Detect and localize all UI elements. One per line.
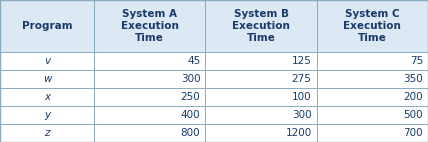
Text: v: v <box>44 56 50 66</box>
Bar <box>205 106 317 124</box>
Bar <box>94 52 205 70</box>
Text: 300: 300 <box>181 74 200 84</box>
Bar <box>317 52 428 70</box>
Bar <box>205 124 317 142</box>
Text: System B
Execution
Time: System B Execution Time <box>232 9 290 42</box>
Text: 500: 500 <box>403 110 423 120</box>
Text: z: z <box>45 128 50 138</box>
Text: 800: 800 <box>181 128 200 138</box>
Text: 700: 700 <box>403 128 423 138</box>
Text: y: y <box>44 110 50 120</box>
Text: 45: 45 <box>187 56 200 66</box>
Bar <box>0 0 94 52</box>
Bar <box>94 0 205 52</box>
Text: 125: 125 <box>292 56 312 66</box>
Bar <box>205 0 317 52</box>
Bar <box>317 70 428 88</box>
Text: 75: 75 <box>410 56 423 66</box>
Bar <box>0 88 94 106</box>
Bar <box>317 106 428 124</box>
Bar <box>0 70 94 88</box>
Text: w: w <box>43 74 51 84</box>
Bar <box>205 88 317 106</box>
Bar <box>0 52 94 70</box>
Bar <box>94 124 205 142</box>
Bar <box>0 106 94 124</box>
Bar <box>94 88 205 106</box>
Bar <box>205 70 317 88</box>
Text: 250: 250 <box>181 92 200 102</box>
Bar <box>317 0 428 52</box>
Text: System C
Execution
Time: System C Execution Time <box>343 9 401 42</box>
Bar <box>205 52 317 70</box>
Bar <box>94 106 205 124</box>
Text: System A
Execution
Time: System A Execution Time <box>121 9 179 42</box>
Text: 300: 300 <box>292 110 312 120</box>
Bar <box>0 124 94 142</box>
Bar <box>317 124 428 142</box>
Text: 400: 400 <box>181 110 200 120</box>
Text: 100: 100 <box>292 92 312 102</box>
Bar <box>317 88 428 106</box>
Text: 200: 200 <box>403 92 423 102</box>
Text: Program: Program <box>22 21 72 31</box>
Bar <box>94 70 205 88</box>
Text: 275: 275 <box>292 74 312 84</box>
Text: x: x <box>44 92 50 102</box>
Text: 1200: 1200 <box>285 128 312 138</box>
Text: 350: 350 <box>403 74 423 84</box>
